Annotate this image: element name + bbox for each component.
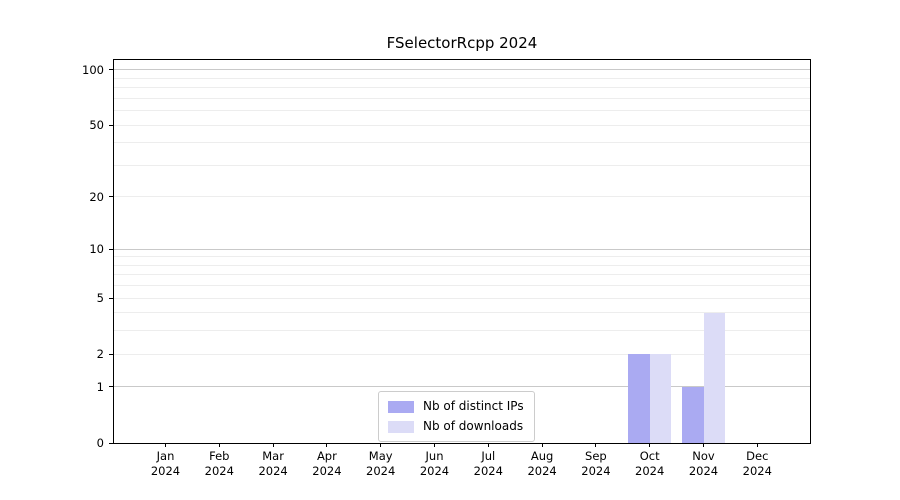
y-tick-label: 5 (96, 291, 104, 306)
gridline (114, 297, 810, 299)
legend-swatch-distinct-ips (388, 400, 414, 413)
x-tick-label: Nov 2024 (688, 449, 719, 478)
bar-distinct-ips (628, 354, 650, 443)
gridline (114, 164, 810, 166)
legend-swatch-downloads (388, 420, 414, 433)
legend: Nb of distinct IPs Nb of downloads (378, 391, 535, 442)
bar-distinct-ips (682, 386, 704, 443)
legend-item-distinct-ips: Nb of distinct IPs (388, 398, 524, 415)
gridline (114, 124, 810, 126)
x-axis-tick (649, 443, 651, 447)
legend-label-distinct-ips: Nb of distinct IPs (423, 399, 524, 413)
gridline (114, 248, 810, 250)
y-axis-tick (109, 442, 113, 444)
gridline (114, 77, 810, 79)
x-axis-tick (595, 443, 597, 447)
x-axis-tick (703, 443, 704, 447)
y-axis-tick (109, 353, 113, 355)
y-tick-label: 50 (89, 118, 104, 133)
gridline (114, 142, 810, 144)
y-tick-label: 100 (82, 62, 104, 77)
x-axis-tick (756, 443, 758, 447)
x-axis-tick (165, 443, 166, 447)
gridline (114, 69, 810, 71)
gridline (114, 353, 810, 355)
y-axis-tick (109, 386, 113, 388)
gridline (114, 330, 810, 332)
x-tick-label: Feb 2024 (204, 449, 234, 478)
gridline (114, 110, 810, 112)
gridline (114, 196, 810, 198)
x-tick-label: Jan 2024 (150, 449, 181, 478)
legend-label-downloads: Nb of downloads (423, 419, 524, 433)
chart-title: FSelectorRcpp 2024 (386, 34, 538, 52)
x-tick-label: Mar 2024 (258, 449, 288, 478)
x-axis-tick (541, 443, 543, 447)
x-axis-tick (272, 443, 274, 447)
x-tick-label: Apr 2024 (312, 449, 342, 478)
plot-area (113, 59, 811, 444)
x-tick-label: Jun 2024 (419, 449, 450, 478)
y-axis-tick (109, 69, 113, 71)
gridline (114, 264, 810, 266)
gridline (114, 87, 810, 89)
x-axis-tick (218, 443, 220, 447)
x-axis-tick (380, 443, 382, 447)
y-tick-label: 2 (96, 347, 104, 362)
gridline (114, 97, 810, 99)
y-tick-label: 10 (89, 242, 104, 257)
legend-item-downloads: Nb of downloads (388, 418, 524, 435)
bar-downloads (649, 354, 672, 443)
x-tick-label: Dec 2024 (742, 449, 772, 478)
y-axis-tick (109, 124, 113, 126)
gridline (114, 386, 810, 388)
x-axis-tick (434, 443, 435, 447)
gridline (114, 312, 810, 314)
y-tick-label: 20 (89, 189, 104, 204)
x-tick-label: Sep 2024 (581, 449, 611, 478)
x-tick-label: May 2024 (366, 449, 396, 478)
gridline (114, 274, 810, 276)
y-tick-label: 1 (96, 379, 104, 394)
gridline (114, 256, 810, 258)
y-axis-tick (109, 297, 113, 299)
gridline (114, 285, 810, 287)
x-tick-label: Jul 2024 (473, 449, 503, 478)
y-axis-tick (109, 196, 113, 198)
x-axis-tick (326, 443, 328, 447)
y-tick-label: 0 (96, 436, 104, 450)
x-tick-label: Aug 2024 (527, 449, 557, 478)
bar-downloads (703, 312, 725, 443)
x-axis-tick (487, 443, 489, 447)
y-axis-tick (109, 248, 113, 250)
x-tick-label: Oct 2024 (635, 449, 665, 478)
